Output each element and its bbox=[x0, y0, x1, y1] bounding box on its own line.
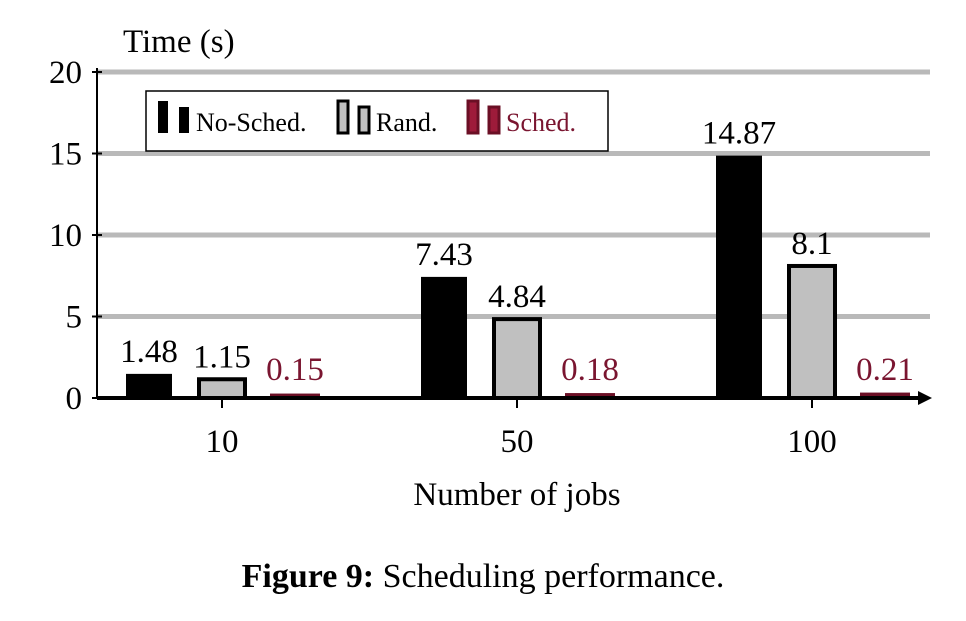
legend-label: Rand. bbox=[376, 108, 437, 137]
y-tick-label: 20 bbox=[49, 55, 82, 91]
legend-swatch bbox=[179, 107, 189, 133]
bars: 1.48 7.43 14.87 1.15 4.84 8.1 0.15 0.18 0.21 bbox=[120, 116, 914, 401]
bar-value-label: 0.18 bbox=[561, 352, 619, 388]
legend-swatch bbox=[158, 101, 168, 133]
bar-value-label: 4.84 bbox=[488, 279, 546, 315]
bar-value-label: 0.15 bbox=[266, 352, 324, 388]
legend-swatch bbox=[466, 99, 480, 135]
legend: No-Sched. Rand. Sched. bbox=[145, 90, 609, 152]
y-tick-label: 0 bbox=[66, 381, 83, 417]
x-tick-label: 50 bbox=[501, 424, 534, 460]
bar-value-label: 14.87 bbox=[702, 116, 776, 152]
legend-swatch bbox=[357, 105, 371, 135]
bar-value-label: 1.15 bbox=[193, 339, 251, 375]
legend-label: No-Sched. bbox=[196, 108, 306, 137]
bar bbox=[126, 373, 172, 398]
y-tick-label: 15 bbox=[49, 137, 82, 173]
axes bbox=[96, 68, 932, 405]
x-axis-label: Number of jobs bbox=[413, 477, 620, 513]
bar bbox=[492, 317, 542, 400]
bar-value-label: 0.21 bbox=[856, 352, 914, 388]
bar-value-label: 8.1 bbox=[791, 226, 832, 262]
x-tick-label: 10 bbox=[206, 424, 239, 460]
y-axis-label: Time (s) bbox=[123, 24, 235, 60]
bar bbox=[787, 263, 837, 400]
x-axis-arrow bbox=[918, 391, 932, 405]
legend-box bbox=[145, 90, 609, 152]
caption-label: Figure 9: bbox=[241, 558, 375, 595]
legend-label: Sched. bbox=[506, 108, 576, 137]
legend-swatch bbox=[487, 105, 501, 135]
bar bbox=[421, 276, 467, 398]
bar-chart: 0 5 10 15 20 1.48 7.43 14.87 1.15 4.84 8.1 0.15 0.1… bbox=[49, 24, 932, 513]
bar-value-label: 7.43 bbox=[415, 237, 473, 273]
y-tick-label: 10 bbox=[49, 218, 82, 254]
bar bbox=[716, 155, 762, 398]
x-axis-ticks: 10 50 100 bbox=[206, 398, 837, 460]
y-tick-label: 5 bbox=[66, 300, 83, 336]
x-tick-label: 100 bbox=[787, 424, 837, 460]
caption-text: Scheduling performance. bbox=[374, 558, 725, 595]
y-axis-ticks: 0 5 10 15 20 bbox=[49, 55, 102, 417]
legend-swatch bbox=[336, 99, 350, 135]
bar bbox=[197, 377, 247, 401]
figure-caption: Figure 9: Scheduling performance. bbox=[0, 558, 966, 596]
bar-value-label: 1.48 bbox=[120, 334, 178, 370]
